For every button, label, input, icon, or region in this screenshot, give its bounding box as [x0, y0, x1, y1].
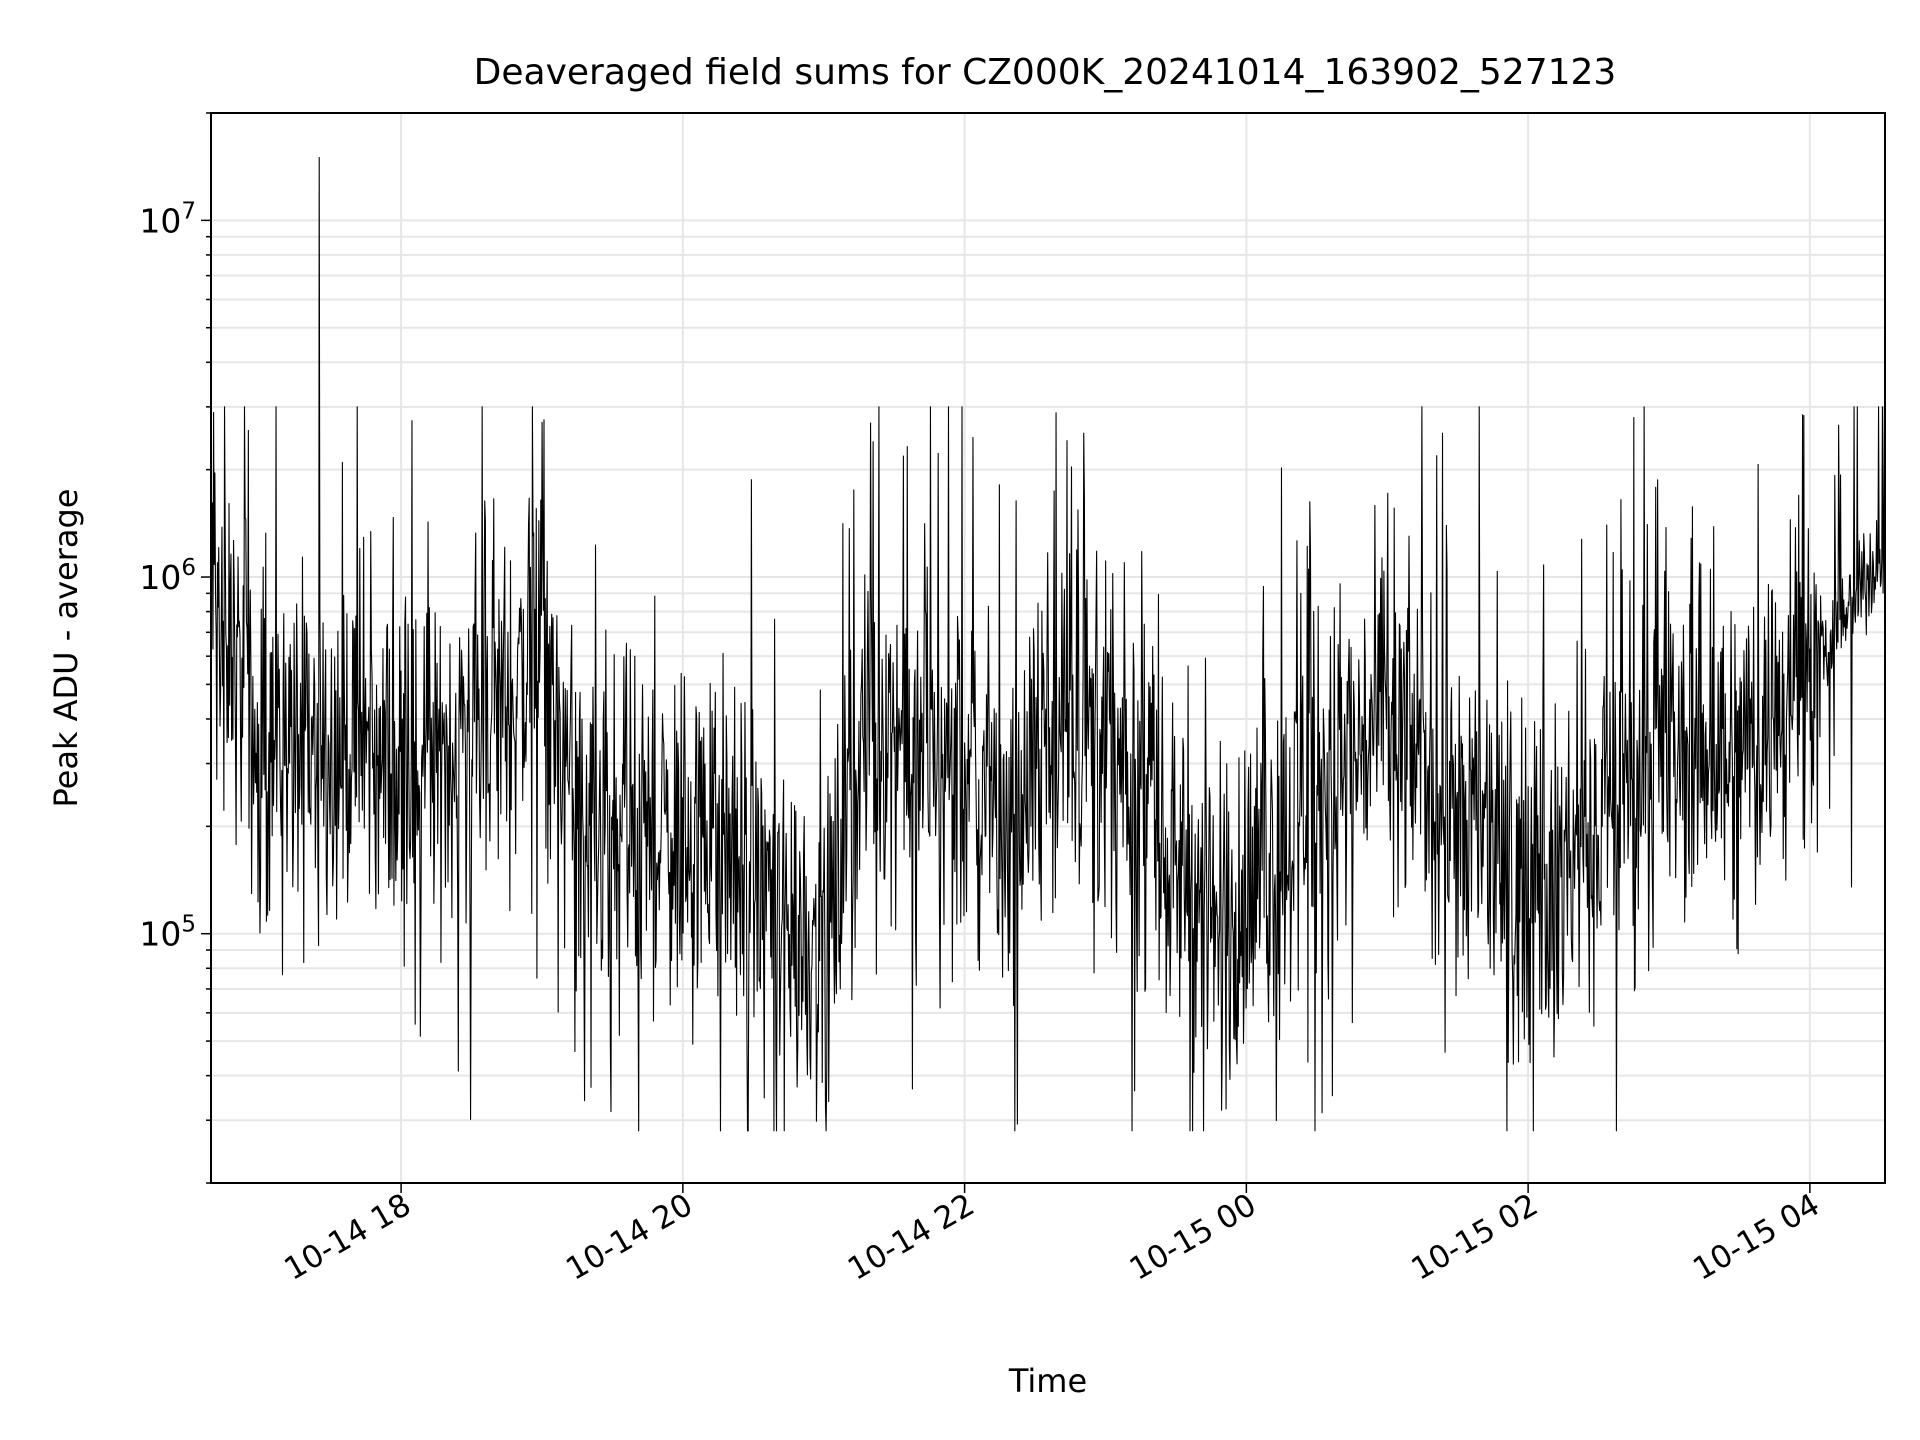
- series-layer: [210, 157, 1886, 1132]
- y-axis-label: Peak ADU - average: [47, 489, 85, 808]
- y-tick-label-exponent: 6: [181, 555, 196, 581]
- y-tick-label-exponent: 5: [181, 912, 196, 938]
- y-tick-label: 107: [139, 198, 196, 240]
- y-tick-label-base: 10: [139, 201, 181, 240]
- y-tick-label: 105: [139, 912, 196, 954]
- y-tick-label-base: 10: [139, 558, 181, 597]
- y-tick-label-base: 10: [139, 915, 181, 954]
- y-tick-label: 106: [139, 555, 196, 597]
- chart-title: Deaveraged field sums for CZ000K_2024101…: [474, 52, 1617, 93]
- x-axis-label: Time: [1008, 1362, 1087, 1400]
- plot-frame: [210, 112, 1886, 1184]
- y-tick-label-exponent: 7: [181, 198, 196, 224]
- series-line: [210, 157, 1886, 1132]
